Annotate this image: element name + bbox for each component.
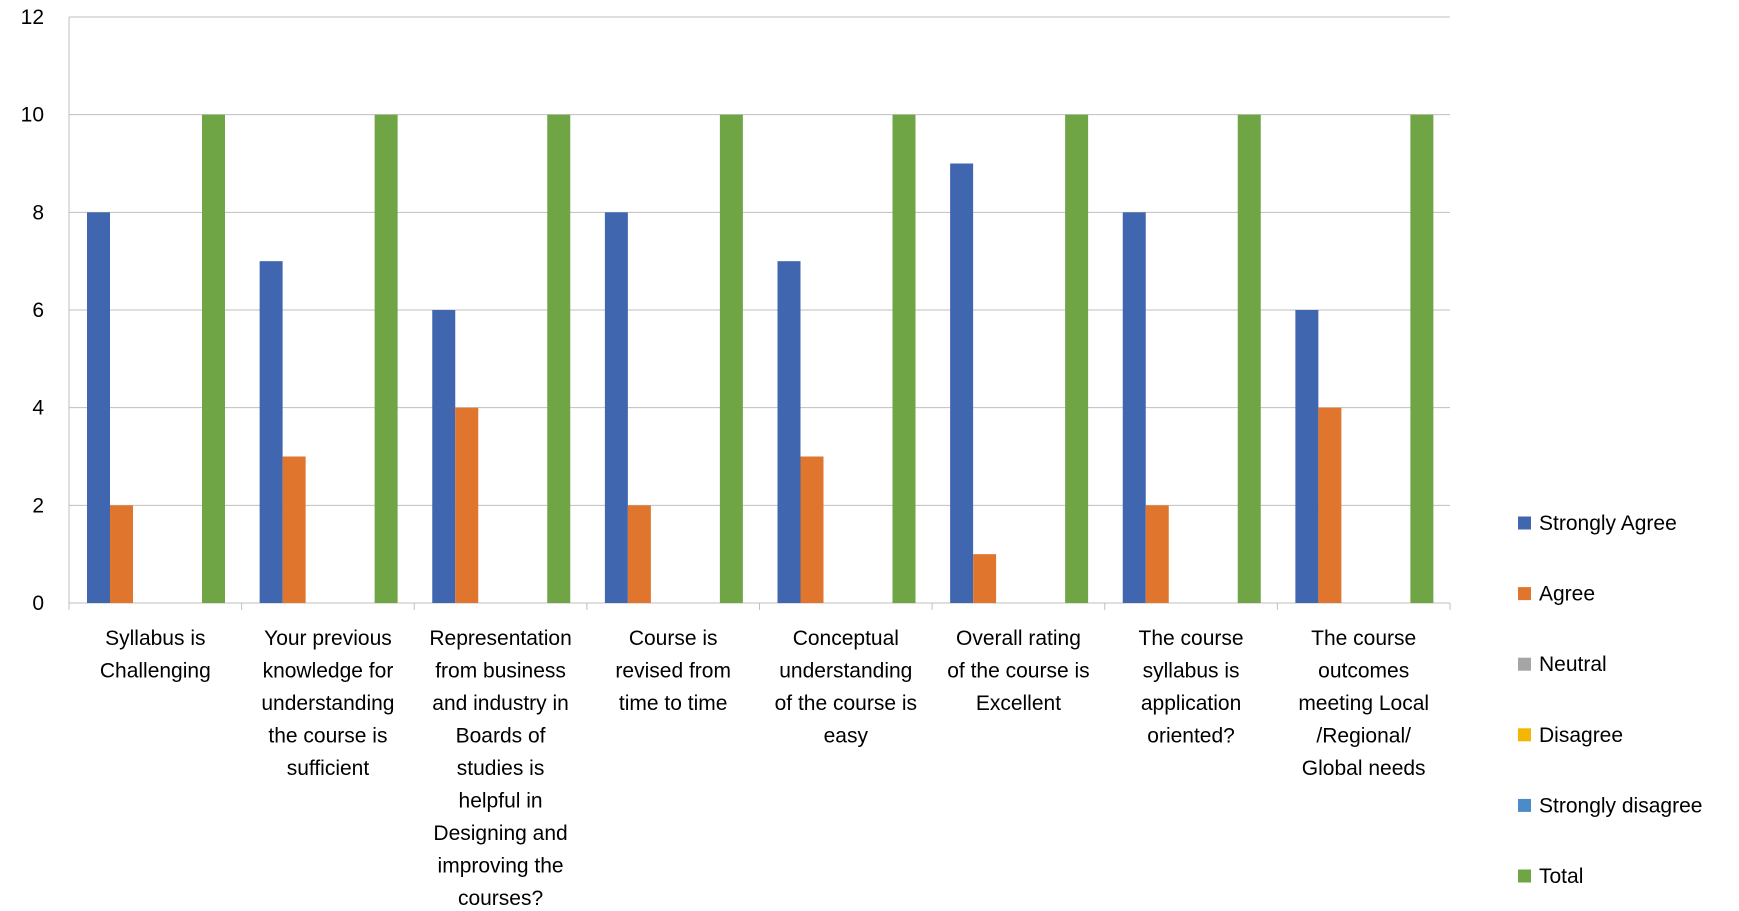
legend-item-neutral: Neutral (1518, 653, 1607, 676)
y-tick-label: 8 (32, 201, 44, 224)
bar-strongly-agree (950, 163, 974, 603)
y-tick-label: 2 (32, 494, 44, 517)
legend-item-strongly-agree: Strongly Agree (1518, 512, 1677, 535)
x-tick-label-line: oriented? (1147, 725, 1235, 748)
y-tick-label: 6 (32, 299, 44, 322)
bar-strongly-agree (1295, 310, 1319, 603)
legend: Strongly Agree Agree Neutral Disagree Strong… (1518, 512, 1702, 888)
bar-strongly-agree (1122, 212, 1146, 604)
x-tick-label-line: Boards of (456, 725, 546, 748)
x-tick-label-line: knowledge for (263, 660, 394, 683)
bar-total (1237, 114, 1261, 604)
x-tick-label: Your previous knowledge for understanding t… (261, 627, 394, 780)
bar-agree (973, 554, 997, 603)
bar-total (1065, 114, 1089, 604)
x-tick-label: The course outcomes meeting Local/Regional… (1298, 627, 1429, 780)
legend-swatch (1518, 516, 1531, 530)
x-tick-label: Conceptual understanding of the course is e… (775, 627, 917, 748)
bar-total (892, 114, 916, 604)
legend-label: Strongly Agree (1539, 512, 1677, 535)
legend-item-strongly-disagree: Strongly disagree (1518, 794, 1702, 817)
x-tick-label-line: understanding (779, 660, 912, 683)
gridlines (69, 16, 1450, 506)
legend-swatch (1518, 798, 1531, 812)
x-tick-label-line: sufficient (287, 757, 370, 780)
y-tick-label: 12 (21, 6, 44, 29)
y-axis-tick-labels: 0 2 4 6 8 10 12 (21, 6, 45, 615)
x-tick-label-line: The course (1139, 627, 1244, 650)
x-tick-label-line: Global needs (1302, 757, 1426, 780)
bar-total (374, 114, 398, 604)
x-tick-label-line: Conceptual (793, 627, 899, 650)
x-tick-label-line: meeting Local (1298, 692, 1429, 715)
x-tick-label-line: courses? (458, 887, 543, 906)
bar-agree (1145, 505, 1169, 603)
bar-total (202, 114, 225, 604)
x-tick-label-line: syllabus is (1143, 660, 1240, 683)
x-tick-label-line: Challenging (100, 660, 211, 683)
bar-strongly-agree (259, 261, 283, 603)
x-tick-label-line: Course is (629, 627, 718, 650)
x-tick-label-line: easy (824, 725, 869, 748)
bar-strongly-agree (777, 261, 801, 603)
x-tick-label-line: The course (1311, 627, 1416, 650)
x-tick-label-line: Your previous (264, 627, 392, 650)
bar-agree (110, 505, 133, 603)
x-tick-label-line: the course is (268, 725, 387, 748)
legend-swatch (1518, 728, 1531, 742)
bar-strongly-agree (432, 310, 456, 603)
bar-total (547, 114, 571, 604)
y-tick-label: 10 (21, 104, 44, 127)
legend-swatch (1518, 869, 1531, 883)
x-tick-label-line: and industry in (432, 692, 569, 715)
bar-agree (455, 407, 479, 603)
legend-label: Strongly disagree (1539, 794, 1702, 817)
x-tick-label-line: helpful in (459, 790, 543, 813)
y-tick-label: 0 (32, 592, 44, 615)
x-tick-label-line: application (1141, 692, 1241, 715)
x-tick-label-line: Overall rating (956, 627, 1081, 650)
legend-swatch (1518, 657, 1531, 671)
x-tick-label-line: Syllabus is (105, 627, 205, 650)
x-tick-label: The course syllabus is application oriented… (1139, 627, 1244, 748)
bar-strongly-agree (87, 212, 110, 604)
legend-item-total: Total (1518, 865, 1583, 888)
x-tick-label: Syllabus is Challenging (100, 627, 211, 683)
legend-swatch (1518, 587, 1531, 601)
legend-label: Agree (1539, 583, 1595, 606)
x-tick-label-line: of the course is (775, 692, 917, 715)
x-tick-label: Representation from business and industry … (429, 627, 571, 906)
x-tick-label-line: /Regional/ (1316, 725, 1411, 748)
legend-label: Neutral (1539, 653, 1607, 676)
bar-agree (1318, 407, 1342, 603)
x-tick-label-line: Designing and (433, 822, 567, 845)
x-tick-label-line: of the course is (947, 660, 1089, 683)
x-tick-label-line: improving the (438, 855, 564, 878)
bar-agree (282, 456, 306, 603)
x-tick-label-line: from business (435, 660, 566, 683)
x-tick-label-line: revised from (615, 660, 731, 683)
y-tick-label: 4 (32, 397, 44, 420)
x-tick-label: Course is revised from time to time (615, 627, 731, 715)
legend-label: Total (1539, 865, 1583, 888)
x-tick-label-line: time to time (619, 692, 728, 715)
bar-agree (800, 456, 824, 603)
x-tick-label-line: Representation (429, 627, 571, 650)
legend-label: Disagree (1539, 724, 1623, 747)
x-tick-label-line: studies is (457, 757, 545, 780)
x-tick-label-line: understanding (261, 692, 394, 715)
bar-strongly-agree (604, 212, 628, 604)
bar-agree (627, 505, 651, 603)
x-axis-tick-labels: Syllabus is Challenging Your previous knowl… (100, 627, 1429, 910)
legend-item-agree: Agree (1518, 583, 1595, 606)
bar-total (719, 114, 743, 604)
bars (87, 114, 1434, 604)
legend-item-disagree: Disagree (1518, 724, 1623, 747)
x-tick-label-line: Excellent (976, 692, 1061, 715)
x-tick-label: Overall rating of the course is Excellent (947, 627, 1089, 715)
bar-total (1410, 114, 1434, 604)
x-tick-label-line: outcomes (1318, 660, 1409, 683)
